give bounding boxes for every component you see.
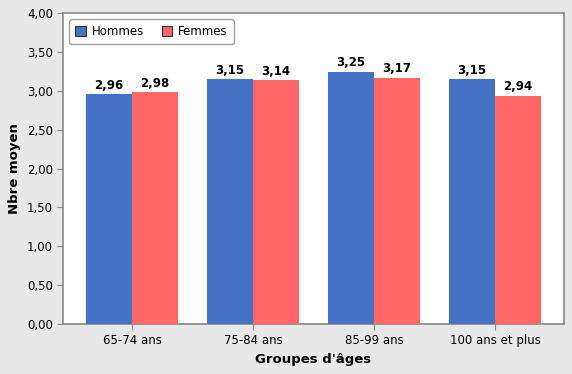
Bar — [132, 92, 178, 324]
Bar — [374, 78, 420, 324]
Text: 2,94: 2,94 — [503, 80, 533, 93]
X-axis label: Groupes d'âges: Groupes d'âges — [256, 353, 372, 366]
Bar — [86, 94, 132, 324]
Text: 3,25: 3,25 — [336, 56, 366, 69]
Text: 3,17: 3,17 — [383, 62, 411, 76]
Bar — [328, 71, 374, 324]
Text: 3,15: 3,15 — [216, 64, 245, 77]
Legend: Hommes, Femmes: Hommes, Femmes — [69, 19, 233, 44]
Text: 3,14: 3,14 — [261, 65, 291, 78]
Y-axis label: Nbre moyen: Nbre moyen — [9, 123, 21, 214]
Text: 3,15: 3,15 — [458, 64, 487, 77]
Bar — [495, 96, 541, 324]
Text: 2,98: 2,98 — [140, 77, 170, 90]
Bar — [253, 80, 299, 324]
Bar — [449, 79, 495, 324]
Text: 2,96: 2,96 — [94, 79, 124, 92]
Bar — [207, 79, 253, 324]
